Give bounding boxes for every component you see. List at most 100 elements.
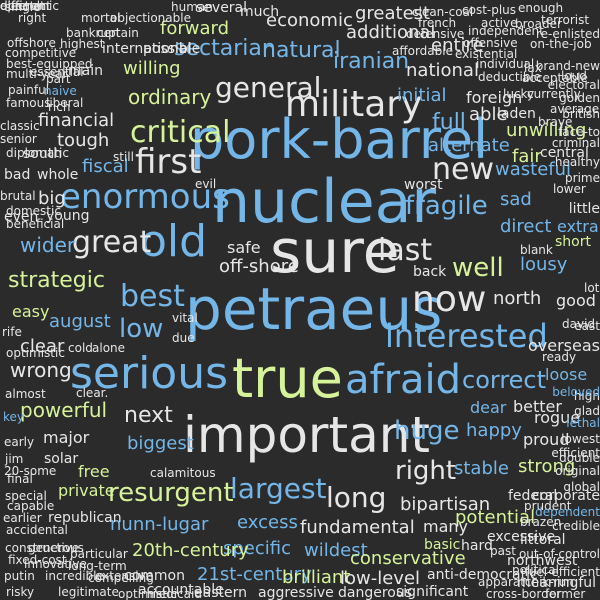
cloud-word: fundamental <box>300 517 415 538</box>
cloud-word: lucky <box>503 87 535 101</box>
cloud-word: optimistic <box>118 587 177 600</box>
cloud-word: critical <box>130 115 231 150</box>
cloud-word: efficient <box>551 446 600 460</box>
cloud-word: great <box>72 225 152 260</box>
cloud-word: loud <box>561 69 587 83</box>
cloud-word: multi-year <box>6 67 68 81</box>
cloud-word: natural <box>262 38 341 63</box>
cloud-word: entire <box>431 35 484 56</box>
cloud-word: double <box>559 451 600 465</box>
cloud-word: laden <box>497 106 536 122</box>
cloud-word: human <box>171 0 213 14</box>
cloud-word: foreign <box>466 88 523 107</box>
cloud-word: federal <box>508 488 558 504</box>
cloud-word: pork-barrel <box>190 108 489 171</box>
cloud-word: strategic <box>8 268 105 293</box>
cloud-word: free <box>78 462 110 481</box>
cloud-word: full <box>432 110 466 135</box>
cloud-word: innovative <box>24 557 87 571</box>
cloud-word: significant <box>396 584 469 600</box>
cloud-word: wider <box>20 233 76 257</box>
cloud-word: on-the-job <box>530 37 592 51</box>
cloud-word: low-level <box>340 568 421 589</box>
cloud-word: specific <box>223 538 292 559</box>
cloud-word: powerful <box>20 398 108 422</box>
cloud-word: lousy <box>520 254 568 275</box>
cloud-word: next <box>124 403 173 428</box>
cloud-word: currently <box>527 87 581 101</box>
cloud-word: independent <box>468 24 544 38</box>
cloud-word: capable <box>7 499 55 513</box>
cloud-word: credible <box>552 519 600 533</box>
cloud-word: general <box>215 71 322 104</box>
cloud-word: best <box>120 279 185 314</box>
cloud-word: cross-border <box>486 587 562 600</box>
cloud-word: anti-democratic <box>427 567 538 583</box>
cloud-word: certain <box>97 26 139 40</box>
cloud-word: former <box>545 587 586 600</box>
cloud-word: face-to <box>558 125 600 139</box>
cloud-word: single <box>5 0 41 14</box>
cloud-word: largest <box>230 472 327 505</box>
cloud-word: nunn-lugar <box>110 514 209 535</box>
cloud-word: terrorist <box>541 13 590 27</box>
cloud-word: much <box>240 4 280 20</box>
cloud-word: naive <box>44 84 77 98</box>
cloud-word: cost-plus <box>462 3 517 17</box>
cloud-word: optimistic <box>6 346 65 360</box>
cloud-word: criminal <box>551 136 600 150</box>
cloud-word: jim <box>5 452 24 466</box>
cloud-word: rife <box>2 325 22 339</box>
cloud-word: accountable <box>138 582 224 598</box>
cloud-word: proud <box>523 430 570 449</box>
cloud-word: fragile <box>405 191 488 221</box>
cloud-word: even <box>4 209 39 225</box>
cloud-word: long <box>326 481 387 514</box>
cloud-word: resurgent <box>108 478 234 508</box>
cloud-word: original <box>555 464 600 478</box>
cloud-word: cold <box>68 341 93 355</box>
cloud-word: willing <box>123 58 181 79</box>
cloud-word: greatest <box>355 3 431 24</box>
cloud-word: main <box>68 63 103 79</box>
cloud-word: re-enlisted <box>536 27 600 41</box>
cloud-word: french <box>418 16 457 30</box>
cloud-word: mortal <box>81 11 121 25</box>
cloud-word: off-shore <box>219 256 299 277</box>
cloud-word: safe <box>227 238 261 257</box>
cloud-word: several <box>196 0 248 16</box>
cloud-word: rogue <box>534 408 581 427</box>
cloud-word: open <box>0 0 30 13</box>
cloud-word: bad <box>4 167 31 183</box>
cloud-word: afraid <box>345 357 462 403</box>
cloud-word: serious <box>70 348 229 399</box>
cloud-word: generous <box>28 541 84 555</box>
cloud-word: international <box>102 41 192 57</box>
cloud-word: earlier <box>3 511 42 525</box>
cloud-word: eastern <box>194 585 247 600</box>
cloud-word: electronic <box>0 0 59 13</box>
cloud-word: excess <box>237 512 298 533</box>
cloud-word: best-equipped <box>6 57 93 71</box>
cloud-word: dangerous <box>338 585 413 600</box>
cloud-word: worst <box>404 177 443 193</box>
cloud-word: alone <box>92 341 126 355</box>
cloud-word: fixed-cost <box>8 553 67 567</box>
cloud-word: private <box>58 481 115 500</box>
cloud-word: extensive <box>95 569 154 583</box>
cloud-word: liberal <box>46 96 84 110</box>
cloud-word: high <box>573 389 600 403</box>
cloud-word: august <box>49 311 111 332</box>
cloud-word: brutal <box>0 189 36 203</box>
cloud-word: medicaid <box>147 587 202 600</box>
cloud-word: wrong <box>10 358 72 382</box>
cloud-word: alternate <box>428 135 510 156</box>
cloud-word: new <box>432 152 495 187</box>
cloud-word: aggressive <box>258 585 334 600</box>
cloud-word: 21st-century <box>197 564 312 585</box>
cloud-word: littoral <box>520 532 566 548</box>
cloud-word: beneficial <box>6 217 65 231</box>
cloud-word: highest <box>60 37 105 51</box>
cloud-word: nuclear <box>212 167 437 237</box>
